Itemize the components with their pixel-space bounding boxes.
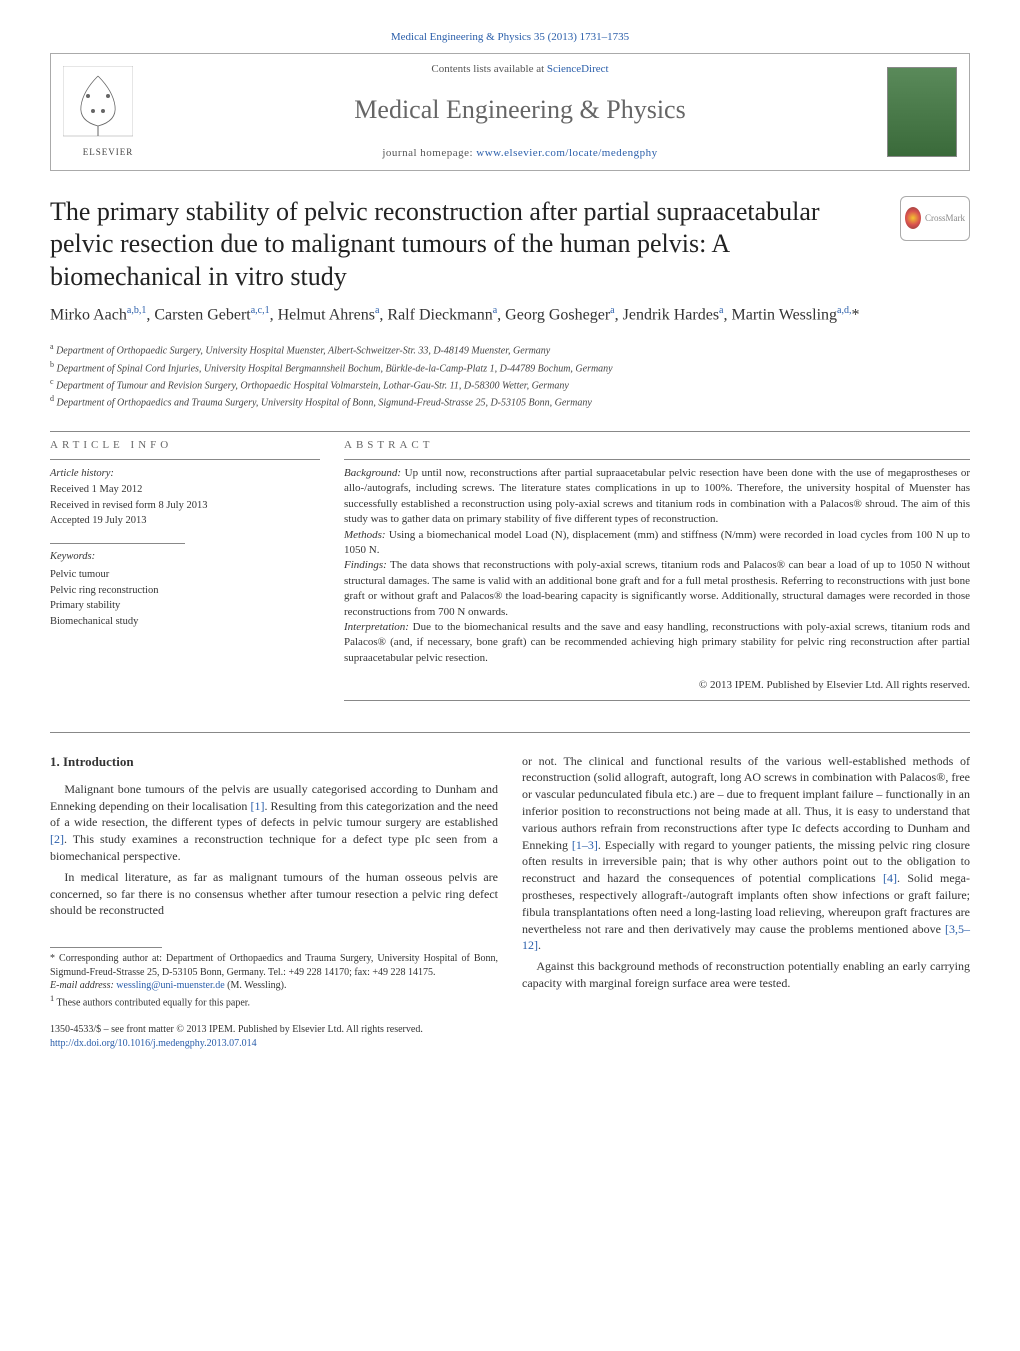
affiliation-c: c Department of Tumour and Revision Surg… xyxy=(50,376,970,393)
journal-name: Medical Engineering & Physics xyxy=(153,92,887,128)
interpretation-label: Interpretation: xyxy=(344,621,409,633)
contents-line: Contents lists available at ScienceDirec… xyxy=(153,62,887,77)
journal-cover-icon xyxy=(887,67,957,157)
footer-copyright: 1350-4533/$ – see front matter © 2013 IP… xyxy=(50,1023,970,1037)
journal-header: ELSEVIER Contents lists available at Sci… xyxy=(50,53,970,170)
journal-citation[interactable]: Medical Engineering & Physics 35 (2013) … xyxy=(50,30,970,45)
ref-2[interactable]: [2] xyxy=(50,832,64,846)
keywords-label: Keywords: xyxy=(50,550,320,565)
divider xyxy=(50,947,162,948)
affiliation-a: a Department of Orthopaedic Surgery, Uni… xyxy=(50,341,970,358)
crossmark-icon xyxy=(905,207,921,229)
intro-left-col: 1. Introduction Malignant bone tumours o… xyxy=(50,753,498,1010)
keyword: Pelvic tumour xyxy=(50,567,320,583)
intro-right-col: or not. The clinical and functional resu… xyxy=(522,753,970,1010)
affiliation-b: b Department of Spinal Cord Injuries, Un… xyxy=(50,359,970,376)
divider xyxy=(50,459,320,460)
intro-heading: 1. Introduction xyxy=(50,753,498,771)
article-info-col: article info Article history: Received 1… xyxy=(50,438,320,707)
copyright: © 2013 IPEM. Published by Elsevier Ltd. … xyxy=(344,678,970,693)
elsevier-tree-icon xyxy=(63,66,133,146)
affiliation-d: d Department of Orthopaedics and Trauma … xyxy=(50,393,970,410)
findings-text: The data shows that reconstructions with… xyxy=(344,559,970,617)
authors: Mirko Aacha,b,1, Carsten Geberta,c,1, He… xyxy=(50,303,970,327)
divider xyxy=(50,431,970,432)
doi-link[interactable]: http://dx.doi.org/10.1016/j.medengphy.20… xyxy=(50,1038,257,1049)
ref-1[interactable]: [1] xyxy=(250,799,264,813)
contents-pre: Contents lists available at xyxy=(431,63,546,75)
divider xyxy=(344,700,970,701)
elsevier-logo: ELSEVIER xyxy=(63,66,153,159)
accepted-date: Accepted 19 July 2013 xyxy=(50,513,320,529)
abstract-text: Background: Up until now, reconstruction… xyxy=(344,466,970,666)
abstract-heading: abstract xyxy=(344,438,970,453)
homepage-pre: journal homepage: xyxy=(382,147,476,159)
header-center: Contents lists available at ScienceDirec… xyxy=(153,62,887,161)
email-line: E-mail address: wessling@uni-muenster.de… xyxy=(50,979,498,993)
abstract-col: abstract Background: Up until now, recon… xyxy=(344,438,970,707)
intro-p1: Malignant bone tumours of the pelvis are… xyxy=(50,781,498,865)
ref-1-3[interactable]: [1–3] xyxy=(572,838,598,852)
email-link[interactable]: wessling@uni-muenster.de xyxy=(116,980,224,991)
interpretation-text: Due to the biomechanical results and the… xyxy=(344,621,970,664)
affiliations: a Department of Orthopaedic Surgery, Uni… xyxy=(50,341,970,410)
methods-text: Using a biomechanical model Load (N), di… xyxy=(344,529,970,556)
divider xyxy=(50,732,970,733)
crossmark-badge[interactable]: CrossMark xyxy=(900,196,970,241)
homepage-link[interactable]: www.elsevier.com/locate/medengphy xyxy=(476,147,657,159)
article-title: The primary stability of pelvic reconstr… xyxy=(50,196,880,294)
crossmark-label: CrossMark xyxy=(925,212,965,225)
homepage-line: journal homepage: www.elsevier.com/locat… xyxy=(153,146,887,161)
background-text: Up until now, reconstructions after part… xyxy=(344,467,970,525)
info-heading: article info xyxy=(50,438,320,453)
intro-r1: or not. The clinical and functional resu… xyxy=(522,753,970,955)
footer: 1350-4533/$ – see front matter © 2013 IP… xyxy=(50,1023,970,1051)
intro-columns: 1. Introduction Malignant bone tumours o… xyxy=(50,753,970,1010)
title-row: The primary stability of pelvic reconstr… xyxy=(50,196,970,294)
keyword: Pelvic ring reconstruction xyxy=(50,583,320,599)
keyword: Biomechanical study xyxy=(50,614,320,630)
keywords-list: Pelvic tumourPelvic ring reconstructionP… xyxy=(50,567,320,630)
findings-label: Findings: xyxy=(344,559,387,571)
corresponding-author: * Corresponding author at: Department of… xyxy=(50,952,498,979)
keyword: Primary stability xyxy=(50,598,320,614)
divider xyxy=(344,459,970,460)
received-date: Received 1 May 2012 xyxy=(50,482,320,498)
info-abstract-row: article info Article history: Received 1… xyxy=(50,438,970,707)
article-history: Article history: Received 1 May 2012 Rec… xyxy=(50,466,320,529)
elsevier-label: ELSEVIER xyxy=(63,146,153,159)
intro-r2: Against this background methods of recon… xyxy=(522,958,970,992)
ref-4[interactable]: [4] xyxy=(883,871,897,885)
revised-date: Received in revised form 8 July 2013 xyxy=(50,498,320,514)
shared-contrib: 1 These authors contributed equally for … xyxy=(50,993,498,1010)
history-label: Article history: xyxy=(50,466,320,482)
intro-p2: In medical literature, as far as maligna… xyxy=(50,869,498,919)
background-label: Background: xyxy=(344,467,401,479)
methods-label: Methods: xyxy=(344,529,386,541)
divider xyxy=(50,543,185,544)
journal-citation-link[interactable]: Medical Engineering & Physics 35 (2013) … xyxy=(391,31,629,43)
sciencedirect-link[interactable]: ScienceDirect xyxy=(547,63,609,75)
footnotes: * Corresponding author at: Department of… xyxy=(50,947,498,1009)
